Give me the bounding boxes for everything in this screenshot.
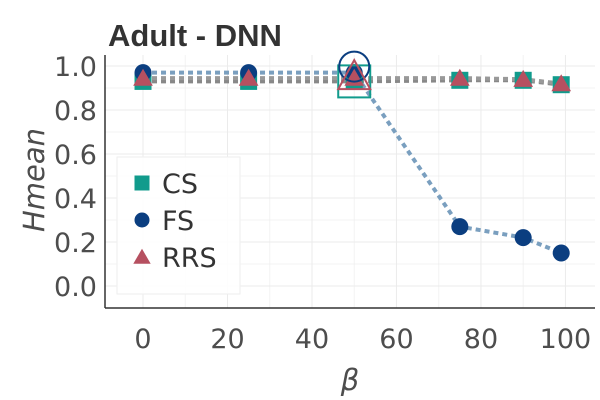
chart-title: Adult - DNN bbox=[108, 18, 282, 53]
point-fs bbox=[514, 229, 532, 247]
point-fs bbox=[552, 244, 570, 262]
point-rrs bbox=[133, 68, 153, 86]
point-rrs bbox=[551, 74, 572, 92]
y-tick-label: 0.4 bbox=[54, 184, 97, 215]
series-line-cs bbox=[143, 78, 562, 87]
point-rrs bbox=[513, 69, 534, 87]
point-fs bbox=[451, 218, 469, 236]
y-tick-label: 0.0 bbox=[54, 272, 97, 303]
legend-marker-cs bbox=[134, 175, 150, 191]
series-line-rrs bbox=[143, 76, 562, 86]
axes: 0 20 40 60 80 100 0.0 0.2 0.4 0.6 0.8 1.0 bbox=[54, 52, 595, 355]
highlight-cs bbox=[337, 64, 372, 99]
x-tick-label: 20 bbox=[210, 324, 244, 355]
y-axis-label: Hmean bbox=[17, 128, 51, 232]
y-tick-label: 1.0 bbox=[54, 52, 97, 83]
x-tick-label: 0 bbox=[134, 324, 151, 355]
legend-marker-rrs bbox=[133, 248, 151, 264]
legend-label-rrs: RRS bbox=[162, 243, 217, 274]
point-rrs bbox=[449, 68, 470, 86]
legend-label-fs: FS bbox=[162, 206, 194, 237]
legend-marker-fs bbox=[134, 212, 150, 228]
highlight-fs bbox=[338, 50, 371, 83]
x-tick-label: 40 bbox=[295, 324, 329, 355]
y-tick-label: 0.2 bbox=[54, 228, 97, 259]
x-tick-label: 60 bbox=[379, 324, 413, 355]
y-tick-label: 0.6 bbox=[54, 140, 97, 171]
y-tick-label: 0.8 bbox=[54, 96, 97, 127]
series-layer bbox=[133, 50, 572, 262]
highlight-rrs bbox=[336, 58, 372, 91]
legend-label-cs: CS bbox=[162, 169, 198, 200]
point-rrs bbox=[238, 68, 259, 86]
x-tick-label: 100 bbox=[540, 324, 592, 355]
legend: CS FS RRS bbox=[116, 156, 241, 295]
x-tick-label: 80 bbox=[464, 324, 498, 355]
x-axis-label: β bbox=[340, 363, 360, 397]
